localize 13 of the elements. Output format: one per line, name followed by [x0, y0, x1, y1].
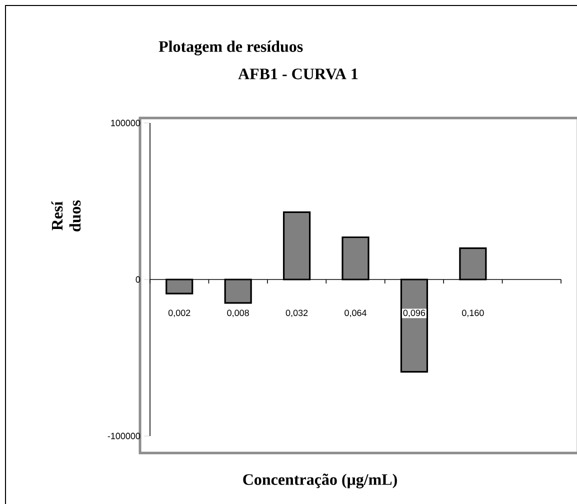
x-tick-label: 0,064	[344, 310, 366, 318]
x-axis-title: Concentração (μg/mL)	[243, 474, 397, 488]
y-tick-label: 0	[136, 276, 140, 283]
y-tick-label: -100000	[108, 432, 140, 440]
x-tick-label: 0,002	[168, 310, 190, 318]
chart-title: Plotagem de resíduos	[158, 40, 303, 56]
x-tick-label: 0,008	[227, 310, 249, 318]
chart-subtitle: AFB1 - CURVA 1	[238, 68, 358, 80]
y-tick-label: 100000	[111, 120, 140, 126]
x-tick-label: 0,096	[403, 310, 426, 318]
x-tick-label: 0,032	[286, 310, 308, 318]
x-tick-label: 0,160	[462, 310, 484, 318]
y-axis-title: Resí duos	[51, 200, 81, 232]
